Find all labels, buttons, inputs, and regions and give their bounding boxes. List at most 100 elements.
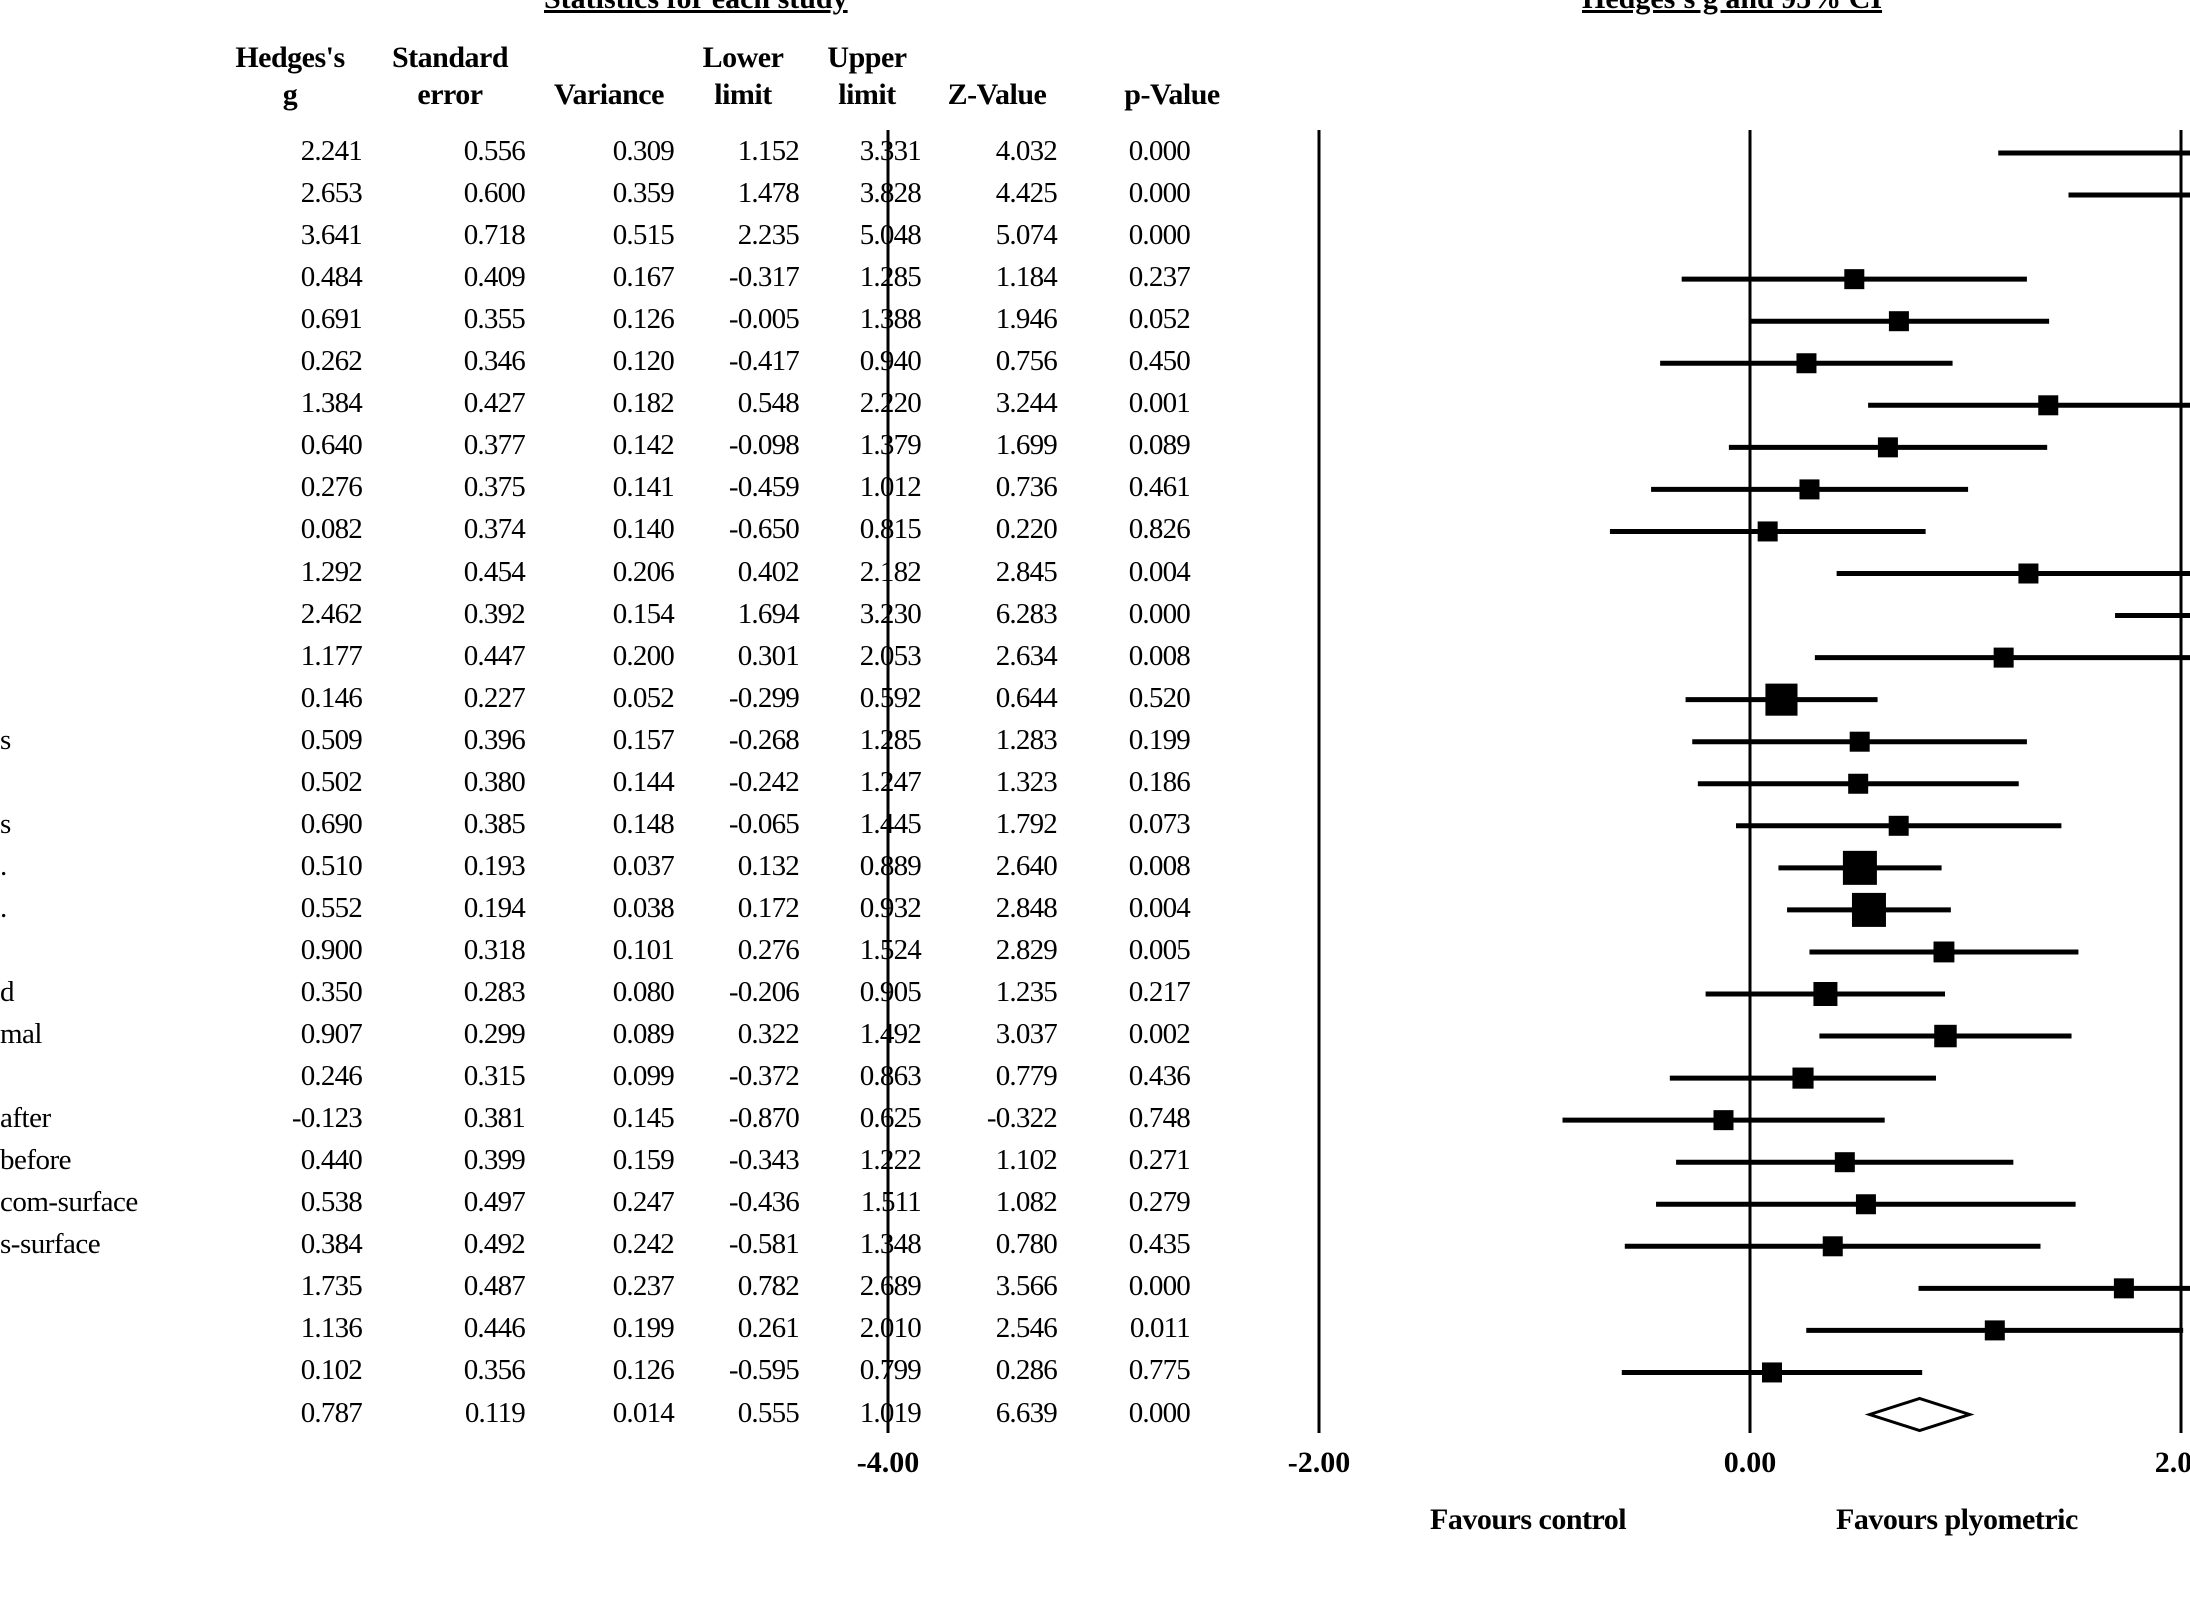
cell-ul: 0.889 [859, 849, 922, 882]
cell-g: 1.735 [300, 1270, 363, 1303]
column-header-z: Z-Value [907, 39, 1087, 113]
effect-size-marker [1877, 437, 1898, 458]
cell-p: 0.004 [1128, 891, 1191, 924]
cell-se: 0.447 [463, 639, 526, 672]
column-header-line2: limit [838, 78, 896, 111]
cell-var: 0.089 [612, 1018, 675, 1051]
cell-p: 0.520 [1128, 681, 1191, 714]
cell-se: 0.385 [463, 807, 526, 840]
cell-se: 0.497 [463, 1186, 526, 1219]
effect-size-marker [1834, 1152, 1855, 1173]
cell-se: 0.446 [463, 1312, 526, 1345]
cell-var: 0.141 [612, 471, 675, 504]
effect-size-marker [1855, 1194, 1876, 1215]
cell-se: 0.392 [463, 597, 526, 630]
column-header-line1: Standard [391, 41, 509, 74]
cell-ul: 0.863 [859, 1060, 922, 1093]
cell-g: 0.276 [300, 471, 363, 504]
cell-ul: 0.905 [859, 976, 922, 1008]
cell-ll: -0.372 [728, 1060, 800, 1093]
cell-p: 0.271 [1128, 1144, 1191, 1177]
cell-p: 0.199 [1128, 723, 1191, 756]
cell-z: 2.848 [995, 891, 1058, 924]
plot-section-title: Hedges's g and 95% CI [1582, 0, 1882, 14]
cell-g: 3.641 [300, 219, 363, 252]
cell-z: 2.845 [995, 555, 1058, 588]
cell-ll: 0.548 [737, 387, 800, 420]
cell-ul: 3.331 [859, 135, 922, 167]
cell-p: 0.748 [1128, 1102, 1191, 1135]
cell-ll: -0.343 [728, 1144, 800, 1177]
cell-ul: 1.285 [859, 261, 922, 294]
cell-ll: 0.261 [737, 1312, 800, 1345]
study-label: s-surface [0, 1228, 101, 1261]
cell-ll: 1.694 [737, 597, 800, 630]
effect-size-marker [1822, 1236, 1843, 1257]
cell-se: 0.396 [463, 723, 526, 756]
cell-var: 0.144 [612, 765, 675, 798]
cell-g: 1.384 [300, 387, 363, 420]
effect-size-marker [1844, 269, 1865, 290]
cell-ll: 1.478 [737, 177, 800, 210]
cell-z: 3.244 [995, 387, 1058, 420]
cell-z: 1.082 [995, 1186, 1058, 1219]
cell-g: 0.509 [300, 723, 363, 756]
cell-z: 1.283 [995, 723, 1058, 756]
column-header-line1: Lower [702, 41, 784, 74]
cell-z: 5.074 [995, 219, 1058, 252]
cell-se: 0.374 [463, 513, 526, 546]
column-header-line2: p-Value [1124, 78, 1220, 111]
cell-ul: 1.222 [859, 1144, 922, 1177]
cell-se: 0.409 [463, 261, 526, 294]
cell-g: 0.691 [300, 303, 363, 336]
cell-var: 0.359 [612, 177, 675, 210]
cell-se: 0.315 [463, 1060, 526, 1093]
cell-var: 0.167 [612, 261, 675, 294]
study-label: before [0, 1144, 72, 1177]
cell-g: 1.177 [300, 639, 363, 672]
cell-var: 0.182 [612, 387, 675, 420]
cell-ll: 0.322 [737, 1018, 800, 1051]
cell-ul: 2.182 [859, 555, 922, 588]
cell-z: 3.037 [995, 1018, 1058, 1051]
cell-g: 0.350 [300, 976, 363, 1008]
cell-ll: -0.242 [728, 765, 800, 798]
effect-size-marker [1849, 731, 1870, 752]
column-header-g: Hedges's g [200, 39, 380, 113]
summary-cell-se: 0.119 [464, 1396, 526, 1429]
cell-g: 0.262 [300, 345, 363, 378]
cell-ul: 1.524 [859, 933, 922, 966]
column-header-line1: Hedges's [235, 41, 345, 74]
cell-p: 0.237 [1128, 261, 1191, 294]
column-header-ul: Upper limit [777, 39, 957, 113]
cell-p: 0.435 [1128, 1228, 1191, 1261]
summary-diamond [1864, 1396, 1975, 1433]
effect-size-marker [1799, 479, 1820, 500]
cell-p: 0.004 [1128, 555, 1191, 588]
cell-var: 0.140 [612, 513, 675, 546]
effect-size-marker [2038, 395, 2059, 416]
cell-z: 2.634 [995, 639, 1058, 672]
study-label: . [0, 849, 7, 882]
cell-ll: 1.152 [737, 135, 800, 167]
cell-var: 0.309 [612, 135, 675, 167]
cell-g: 0.510 [300, 849, 363, 882]
cell-se: 0.375 [463, 471, 526, 504]
cell-ul: 1.511 [860, 1186, 922, 1219]
cell-ll: -0.005 [728, 303, 800, 336]
cell-ll: 0.782 [737, 1270, 800, 1303]
cell-g: 0.538 [300, 1186, 363, 1219]
x-tick-label: 0.00 [1724, 1446, 1777, 1479]
column-header-p: p-Value [1082, 39, 1262, 113]
cell-ll: -0.268 [728, 723, 800, 756]
cell-p: 0.000 [1128, 1270, 1191, 1303]
cell-p: 0.002 [1128, 1018, 1191, 1051]
cell-z: 4.425 [995, 177, 1058, 210]
cell-ll: -0.581 [728, 1228, 800, 1261]
cell-var: 0.154 [612, 597, 675, 630]
effect-size-marker [2018, 563, 2039, 584]
stats-section-title: Statistics for each study [544, 0, 848, 14]
cell-ul: 0.592 [859, 681, 922, 714]
cell-z: 1.946 [995, 303, 1058, 336]
